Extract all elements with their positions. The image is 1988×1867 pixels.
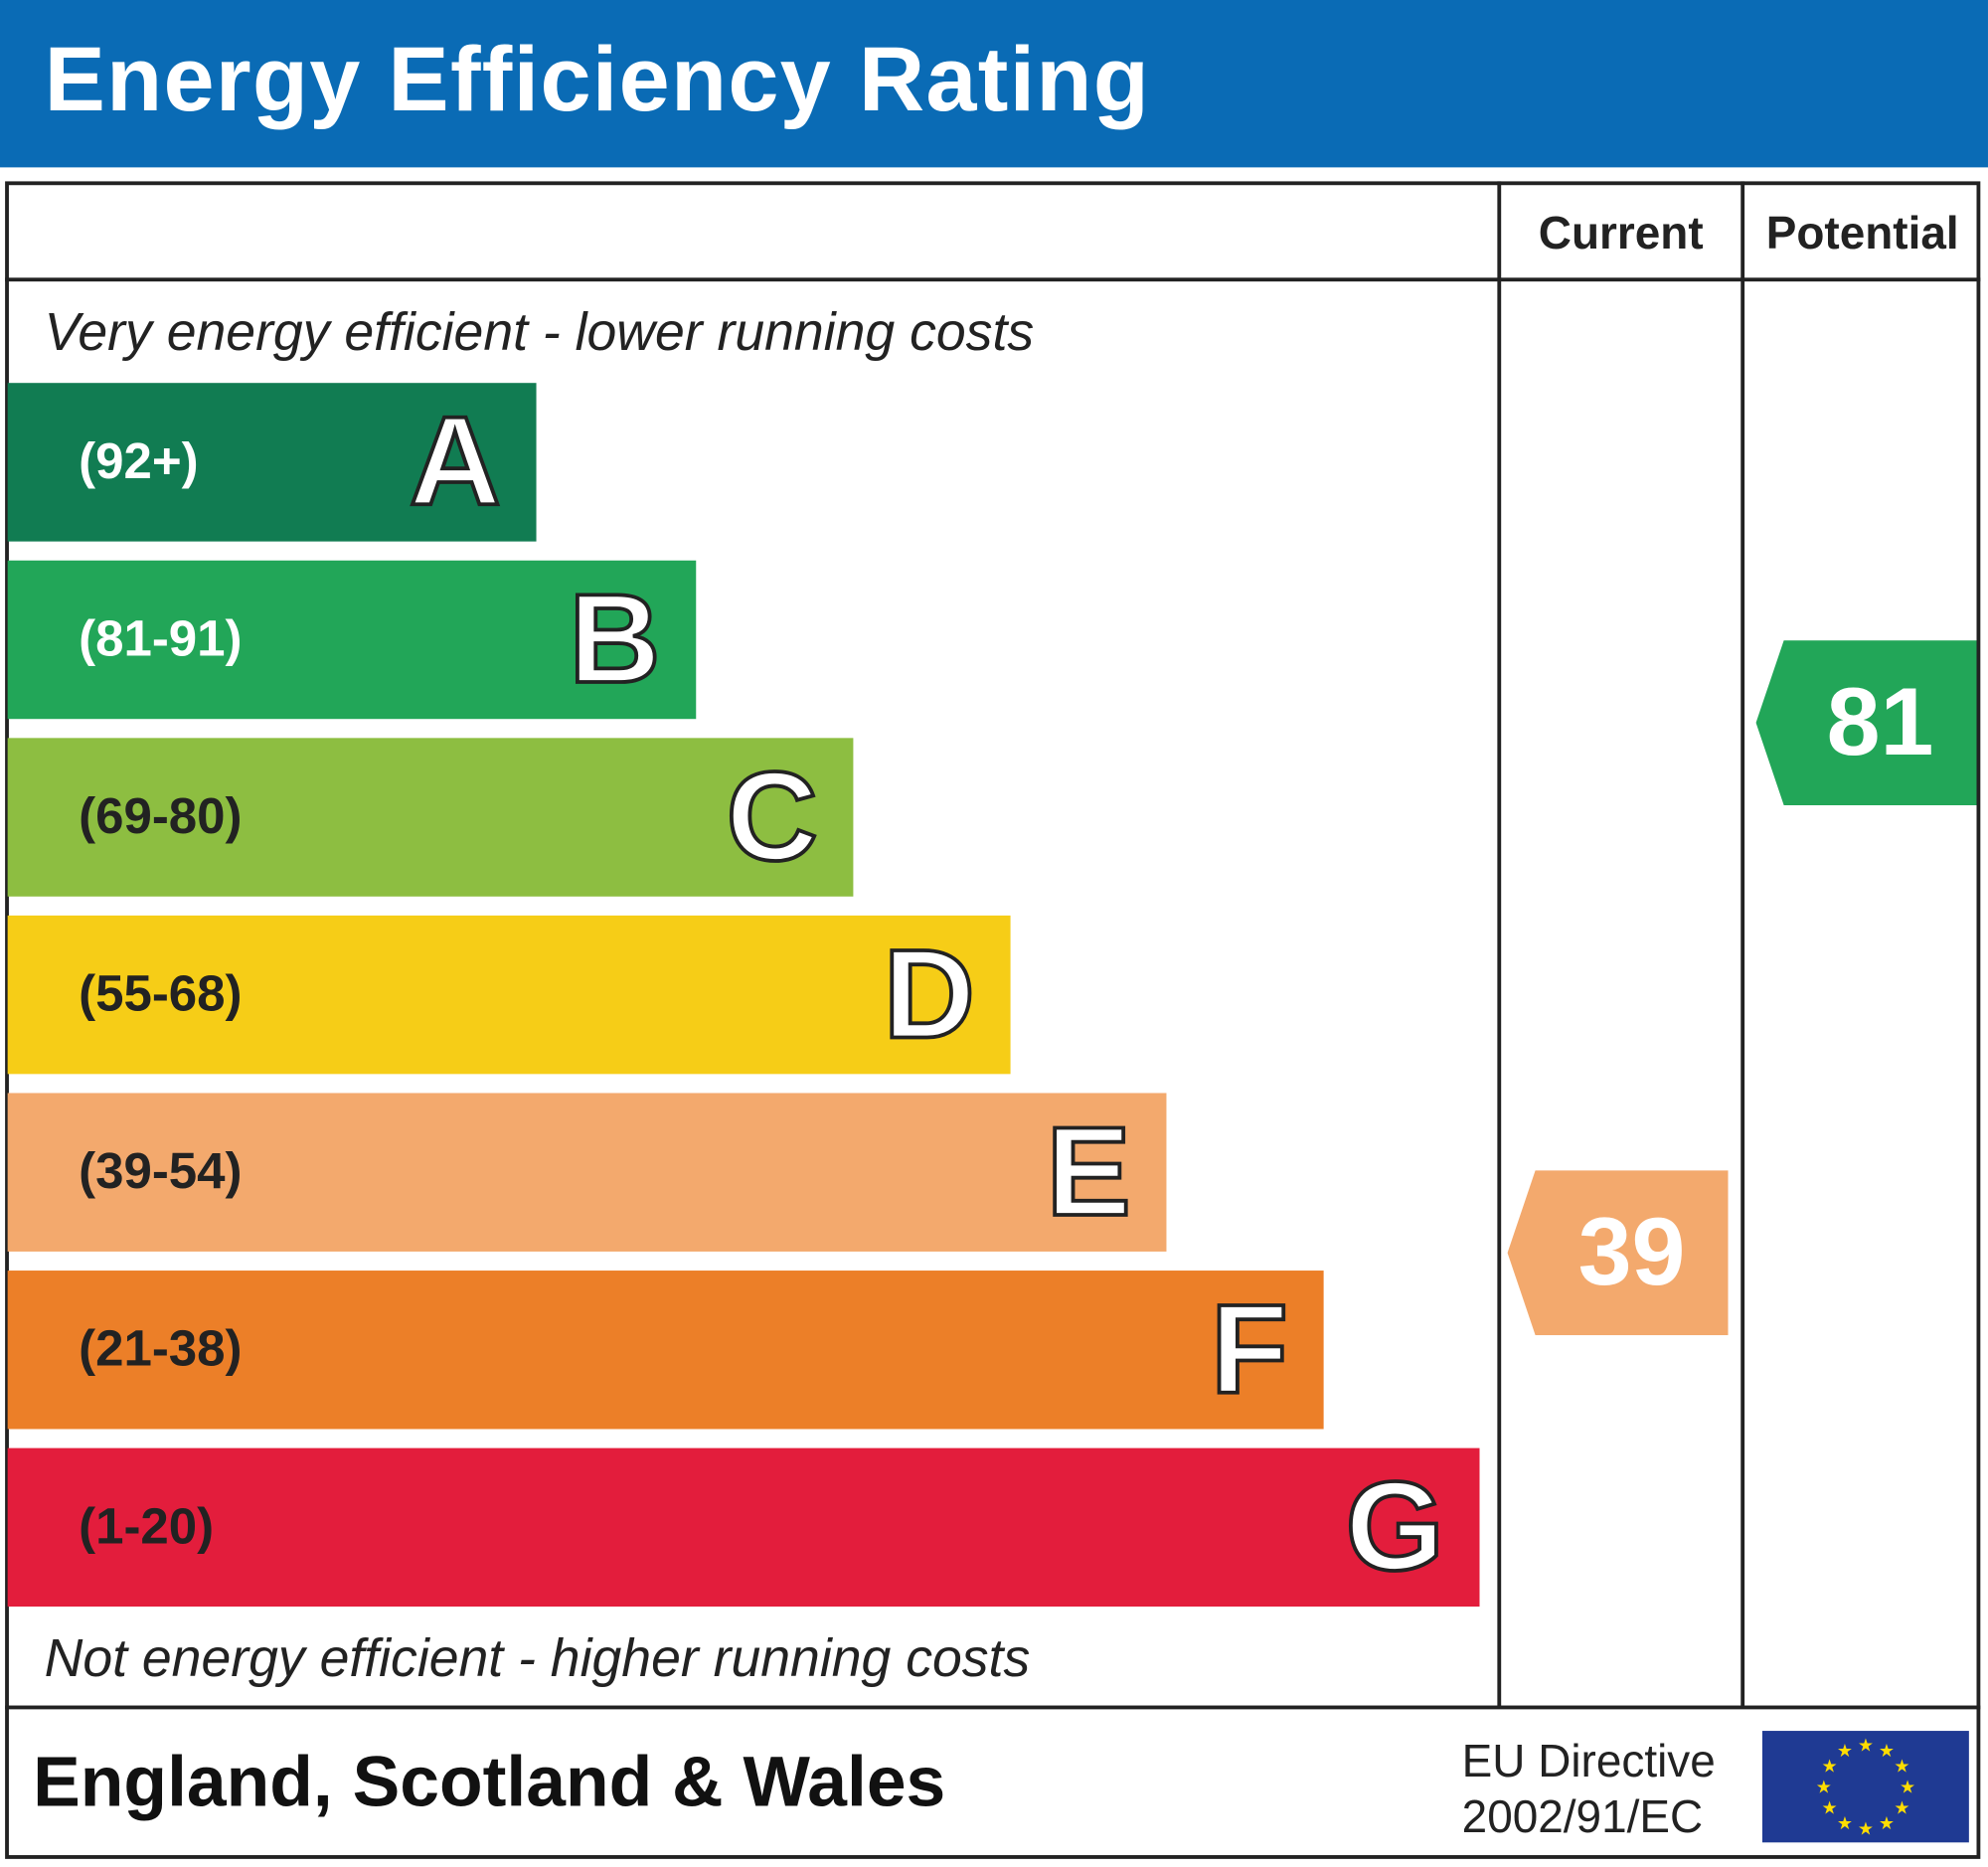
band-range: (39-54)	[79, 1143, 243, 1200]
band-e: (39-54) E	[7, 1093, 1167, 1252]
footer-divider	[5, 1705, 1981, 1710]
band-letter: F	[1209, 1276, 1290, 1423]
header-bar	[0, 0, 1988, 168]
current-rating-value: 39	[1577, 1198, 1686, 1306]
star-icon: ★	[1816, 1778, 1832, 1797]
star-icon: ★	[1821, 1798, 1837, 1818]
bottom-note: Not energy efficient - higher running co…	[44, 1627, 1031, 1688]
band-range: (92+)	[79, 433, 199, 490]
current-rating-arrow: 39	[1507, 1170, 1729, 1336]
region-label: England, Scotland & Wales	[33, 1741, 946, 1821]
star-icon: ★	[1900, 1778, 1915, 1797]
band-range: (81-91)	[79, 610, 243, 667]
star-icon: ★	[1837, 1813, 1853, 1833]
band-d: (55-68) D	[7, 915, 1011, 1075]
band-c: (69-80) C	[7, 738, 854, 897]
band-range: (21-38)	[79, 1321, 243, 1378]
potential-rating-arrow: 81	[1755, 640, 1977, 805]
band-b: (81-91) B	[7, 560, 697, 720]
star-icon: ★	[1879, 1741, 1895, 1761]
band-f: (21-38) F	[7, 1271, 1324, 1430]
band-range: (69-80)	[79, 788, 243, 845]
eu-directive-number: 2002/91/EC	[1461, 1790, 1704, 1843]
star-icon: ★	[1837, 1741, 1853, 1761]
star-icon: ★	[1858, 1735, 1874, 1755]
star-icon: ★	[1821, 1757, 1837, 1777]
table-frame	[5, 181, 1981, 1859]
band-letter: E	[1045, 1099, 1133, 1245]
band-range: (1-20)	[79, 1498, 215, 1555]
eu-flag-icon: ★ ★ ★ ★ ★ ★ ★ ★ ★ ★ ★ ★	[1761, 1731, 1969, 1843]
header-divider	[5, 277, 1981, 282]
column-header-current: Current	[1538, 206, 1704, 259]
chart-title: Energy Efficiency Rating	[44, 29, 1151, 131]
eu-directive-label: EU Directive	[1461, 1734, 1716, 1787]
band-g: (1-20) G	[7, 1447, 1480, 1608]
band-letter: G	[1344, 1453, 1446, 1600]
star-icon: ★	[1894, 1757, 1909, 1777]
star-icon: ★	[1879, 1813, 1895, 1833]
column-header-potential: Potential	[1765, 206, 1959, 259]
band-a: (92+) A	[7, 383, 537, 542]
column-divider-potential	[1740, 181, 1745, 1709]
top-note: Very energy efficient - lower running co…	[44, 301, 1035, 362]
column-divider-current	[1497, 181, 1502, 1709]
band-letter: A	[408, 389, 503, 535]
band-letter: D	[882, 922, 977, 1068]
band-letter: B	[568, 567, 663, 713]
potential-rating-value: 81	[1826, 668, 1934, 776]
star-icon: ★	[1894, 1798, 1909, 1818]
star-icon: ★	[1858, 1819, 1874, 1839]
band-letter: C	[725, 744, 820, 890]
band-range: (55-68)	[79, 965, 243, 1023]
